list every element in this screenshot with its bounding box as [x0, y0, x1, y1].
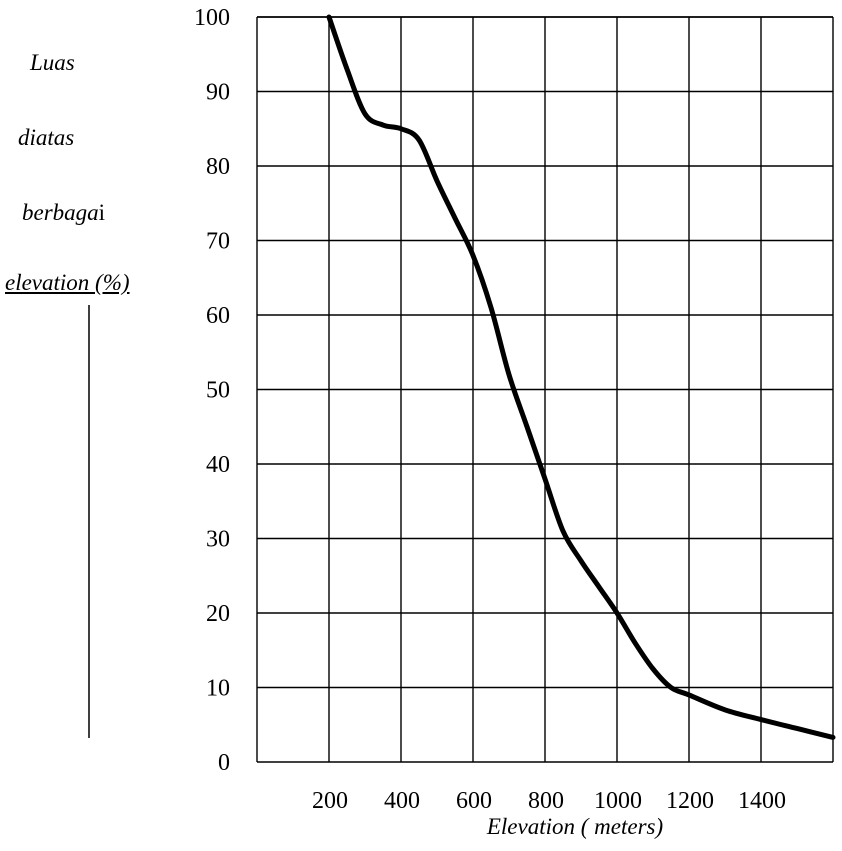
y-tick-label-90: 90 [206, 80, 230, 106]
x-tick-label-600: 600 [456, 788, 492, 814]
y-axis-title-line-3-italic: berbaga [22, 200, 99, 225]
y-tick-label-80: 80 [206, 154, 230, 180]
y-tick-label-20: 20 [206, 601, 230, 627]
x-tick-label-200: 200 [312, 788, 348, 814]
x-tick-label-800: 800 [528, 788, 564, 814]
y-tick-label-100: 100 [194, 5, 230, 31]
y-tick-label-30: 30 [206, 527, 230, 553]
x-axis-ticks: 200 400 600 800 1000 1200 1400 [312, 788, 786, 814]
y-tick-label-10: 10 [206, 676, 230, 702]
x-tick-label-1000: 1000 [594, 788, 642, 814]
area-elevation-curve [326, 14, 836, 740]
y-axis-title-line-3: berbagai [22, 200, 105, 226]
y-tick-label-60: 60 [206, 303, 230, 329]
x-tick-label-1200: 1200 [666, 788, 714, 814]
y-axis-title-line-2: diatas [18, 125, 75, 150]
y-tick-label-70: 70 [206, 229, 230, 255]
y-axis-title-line-4: elevation (%) [5, 270, 130, 295]
y-axis-title-line-3-plain: i [98, 200, 106, 225]
y-tick-label-0: 0 [218, 750, 230, 776]
y-axis-ticks: 0 10 20 30 40 50 60 70 80 90 100 [194, 5, 230, 776]
x-axis-label: Elevation ( meters) [486, 814, 663, 839]
y-axis-title-line-1: Luas [30, 50, 75, 75]
x-tick-label-400: 400 [384, 788, 420, 814]
y-tick-label-40: 40 [206, 452, 230, 478]
y-tick-label-50: 50 [206, 378, 230, 404]
x-tick-label-1400: 1400 [738, 788, 786, 814]
chart-grid [256, 16, 834, 763]
